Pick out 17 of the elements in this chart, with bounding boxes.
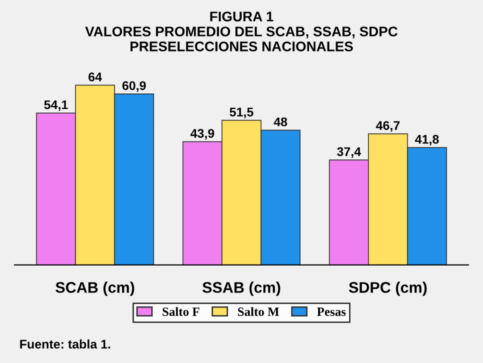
x-tick-label: SCAB (cm) (56, 282, 134, 296)
data-label: 60,9 (122, 81, 146, 92)
chart-title: FIGURA 1 VALORES PROMEDIO DEL SCAB, SSAB, SDPC PRESELECCIONES NACIONALES (85, 12, 398, 52)
data-label: 37,4 (337, 147, 361, 158)
legend-label: Salto F (162, 307, 200, 316)
data-label: 48 (274, 117, 288, 126)
x-tick-label: SSAB (cm) (202, 282, 280, 296)
data-label: 51,5 (230, 108, 254, 118)
x-tick-label: SDPC (cm) (348, 282, 427, 296)
data-label: 43,9 (190, 128, 214, 140)
data-label: 41,8 (415, 134, 439, 146)
data-label: 54,1 (44, 100, 68, 111)
legend-label: Pesas (317, 308, 346, 316)
data-label: 64 (88, 72, 102, 82)
data-label: 46,7 (376, 121, 400, 132)
source-note: Fuente: tabla 1. (20, 339, 110, 349)
legend-label: Salto M (238, 307, 279, 316)
